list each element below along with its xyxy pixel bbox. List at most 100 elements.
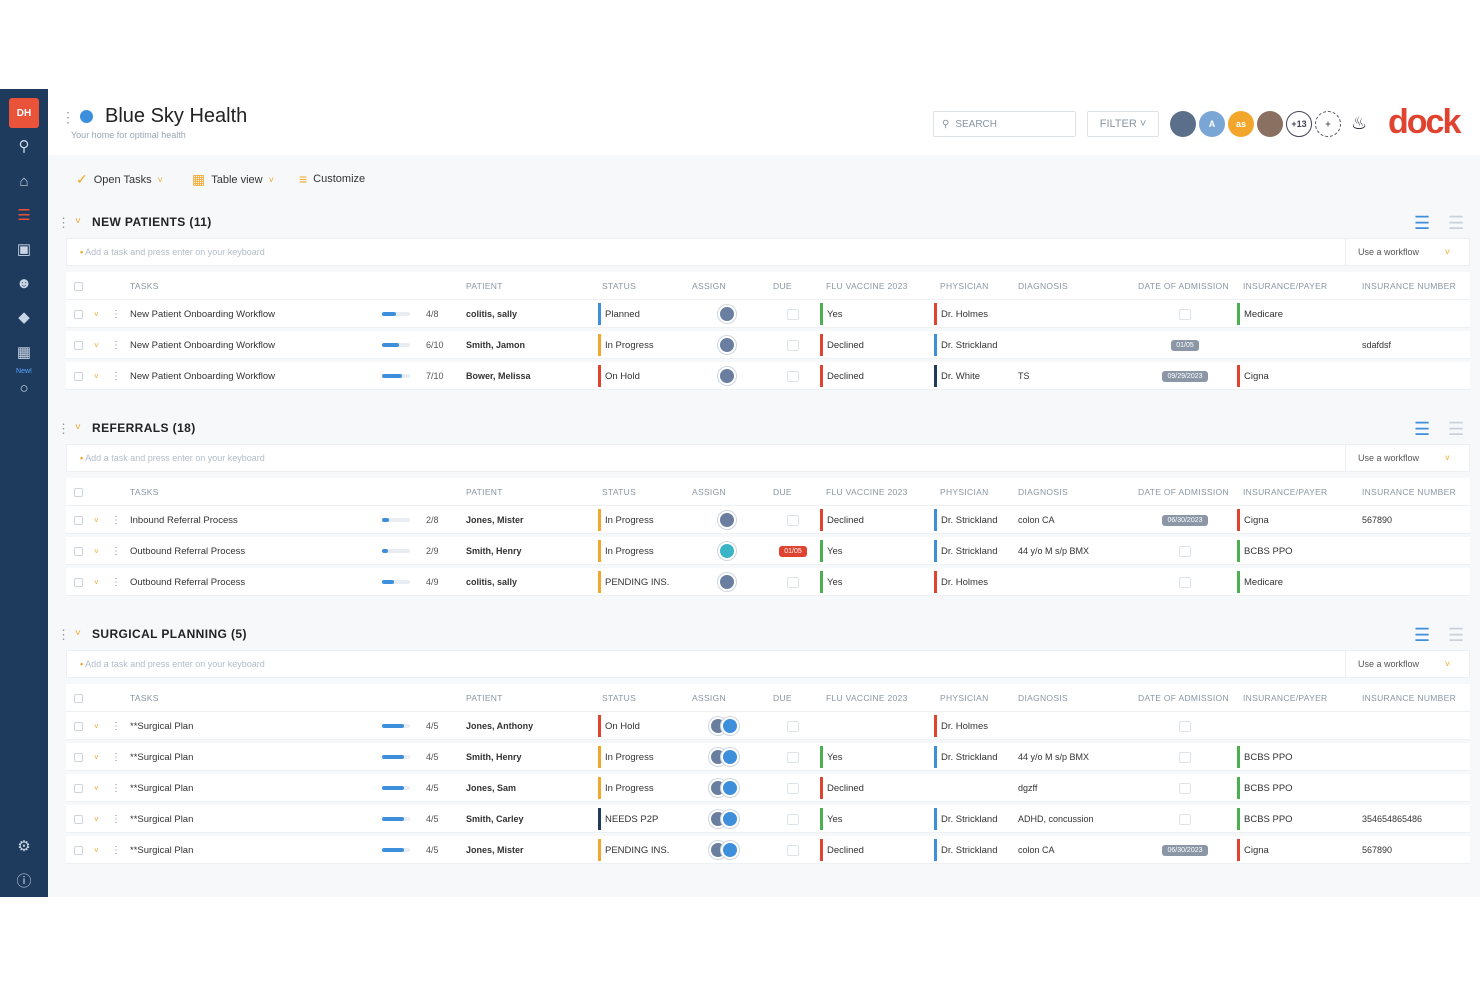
- diagnosis-value[interactable]: ADHD, concussion: [1018, 814, 1094, 824]
- table-row[interactable]: ˅ ⋮ **Surgical Plan 4/5 Jones, Mister PE…: [66, 836, 1470, 864]
- assignee-avatar[interactable]: [721, 779, 739, 797]
- list-icon[interactable]: ☰: [17, 207, 31, 224]
- table-row[interactable]: ˅ ⋮ New Patient Onboarding Workflow 7/10…: [66, 362, 1470, 390]
- calendar-icon[interactable]: [787, 751, 799, 763]
- row-checkbox[interactable]: [74, 300, 84, 328]
- diagnosis-value[interactable]: colon CA: [1018, 515, 1055, 525]
- insurance-value[interactable]: Medicare: [1237, 303, 1283, 325]
- status-badge[interactable]: PENDING INS.: [598, 839, 669, 861]
- column-header[interactable]: PATIENT: [466, 487, 503, 497]
- kebab-icon[interactable]: ⋮: [61, 109, 75, 125]
- workflow-dropdown[interactable]: ˅ Use a workflow: [1345, 239, 1470, 265]
- calendar-icon[interactable]: [787, 813, 799, 825]
- chat-icon[interactable]: ○: [19, 379, 29, 397]
- column-header[interactable]: FLU VACCINE 2023: [826, 487, 908, 497]
- assignee-avatar[interactable]: [718, 305, 736, 323]
- patient-name[interactable]: Jones, Mister: [466, 845, 524, 855]
- select-all-checkbox[interactable]: [74, 684, 84, 712]
- row-menu-icon[interactable]: ⋮: [111, 514, 121, 526]
- status-badge[interactable]: In Progress: [598, 509, 654, 531]
- status-badge[interactable]: NEEDS P2P: [598, 808, 658, 830]
- diagnosis-value[interactable]: [1018, 331, 1133, 359]
- task-name[interactable]: Outbound Referral Process: [130, 545, 246, 557]
- task-name[interactable]: **Surgical Plan: [130, 720, 194, 732]
- avatar[interactable]: as: [1228, 111, 1254, 137]
- workflow-dropdown[interactable]: ˅ Use a workflow: [1345, 445, 1470, 471]
- physician-value[interactable]: Dr. Strickland: [934, 839, 998, 861]
- workspace-badge[interactable]: DH: [9, 98, 39, 128]
- add-member-icon[interactable]: +: [1315, 111, 1341, 137]
- admission-date-badge[interactable]: 06/30/2023: [1162, 514, 1208, 526]
- calendar-icon[interactable]: [1179, 545, 1191, 557]
- assignee-avatar[interactable]: [718, 336, 736, 354]
- column-header[interactable]: INSURANCE NUMBER: [1362, 281, 1457, 291]
- table-row[interactable]: ˅ ⋮ **Surgical Plan 4/5 Smith, Carley NE…: [66, 805, 1470, 833]
- calendar-icon[interactable]: [1179, 308, 1191, 320]
- physician-value[interactable]: Dr. Holmes: [934, 303, 988, 325]
- insurance-value[interactable]: BCBS PPO: [1237, 746, 1293, 768]
- table-view-dropdown[interactable]: ▦ Table view ˅: [192, 171, 274, 188]
- physician-value[interactable]: Dr. Strickland: [934, 746, 998, 768]
- column-header[interactable]: PHYSICIAN: [940, 281, 989, 291]
- compact-view-icon[interactable]: ☰: [1448, 625, 1465, 645]
- insurance-value[interactable]: Cigna: [1237, 509, 1269, 531]
- column-header[interactable]: STATUS: [602, 693, 637, 703]
- calendar-icon[interactable]: [787, 370, 799, 382]
- row-menu-icon[interactable]: ⋮: [111, 782, 121, 794]
- task-name[interactable]: New Patient Onboarding Workflow: [130, 308, 276, 320]
- calendar-icon[interactable]: [787, 844, 799, 856]
- column-header[interactable]: DUE: [773, 693, 792, 703]
- patient-name[interactable]: Jones, Mister: [466, 515, 524, 525]
- patient-name[interactable]: Smith, Henry: [466, 752, 522, 762]
- insurance-value[interactable]: BCBS PPO: [1237, 540, 1293, 562]
- task-name[interactable]: Outbound Referral Process: [130, 576, 246, 588]
- expand-chevron-icon[interactable]: ˅: [94, 845, 99, 855]
- expand-chevron-icon[interactable]: ˅: [94, 577, 99, 587]
- calendar-icon[interactable]: [1179, 813, 1191, 825]
- task-name[interactable]: **Surgical Plan: [130, 813, 194, 825]
- calendar-icon[interactable]: [787, 576, 799, 588]
- calendar-icon[interactable]: [787, 782, 799, 794]
- flu-vaccine-value[interactable]: Yes: [820, 303, 843, 325]
- column-header[interactable]: ASSIGN: [692, 693, 726, 703]
- task-name[interactable]: New Patient Onboarding Workflow: [130, 370, 276, 382]
- expand-chevron-icon[interactable]: ˅: [94, 752, 99, 762]
- settings-icon[interactable]: ⚙: [17, 838, 31, 855]
- avatar[interactable]: [1170, 111, 1196, 137]
- flu-vaccine-value[interactable]: Declined: [820, 509, 864, 531]
- collapse-chevron-icon[interactable]: ˅: [75, 216, 81, 227]
- insurance-value[interactable]: Cigna: [1237, 365, 1269, 387]
- task-name[interactable]: Inbound Referral Process: [130, 514, 238, 526]
- table-row[interactable]: ˅ ⋮ **Surgical Plan 4/5 Jones, Anthony O…: [66, 712, 1470, 740]
- insurance-number[interactable]: 567890: [1362, 845, 1393, 855]
- row-menu-icon[interactable]: ⋮: [111, 545, 121, 557]
- diagnosis-value[interactable]: colon CA: [1018, 845, 1055, 855]
- row-checkbox[interactable]: [74, 537, 84, 565]
- column-header[interactable]: DIAGNOSIS: [1018, 487, 1068, 497]
- column-header[interactable]: STATUS: [602, 281, 637, 291]
- add-task-input[interactable]: • Add a task and press enter on your key…: [66, 650, 1470, 678]
- assignee-avatar[interactable]: [721, 810, 739, 828]
- column-header[interactable]: INSURANCE/PAYER: [1243, 487, 1328, 497]
- flu-vaccine-value[interactable]: Yes: [820, 746, 843, 768]
- expand-chevron-icon[interactable]: ˅: [94, 814, 99, 824]
- task-name[interactable]: **Surgical Plan: [130, 844, 194, 856]
- gear-shape-icon[interactable]: ◆: [18, 309, 30, 326]
- calendar-icon[interactable]: [787, 720, 799, 732]
- add-task-input[interactable]: • Add a task and press enter on your key…: [66, 444, 1470, 472]
- table-row[interactable]: ˅ ⋮ **Surgical Plan 4/5 Smith, Henry In …: [66, 743, 1470, 771]
- insurance-value[interactable]: BCBS PPO: [1237, 808, 1293, 830]
- avatar[interactable]: A: [1199, 111, 1225, 137]
- assignee-avatar[interactable]: [718, 511, 736, 529]
- row-checkbox[interactable]: [74, 712, 84, 740]
- physician-value[interactable]: Dr. Strickland: [934, 808, 998, 830]
- drag-handle-icon[interactable]: ⋮: [57, 215, 70, 230]
- row-checkbox[interactable]: [74, 805, 84, 833]
- row-checkbox[interactable]: [74, 506, 84, 534]
- row-menu-icon[interactable]: ⋮: [111, 751, 121, 763]
- table-row[interactable]: ˅ ⋮ New Patient Onboarding Workflow 6/10…: [66, 331, 1470, 359]
- flu-vaccine-value[interactable]: Declined: [820, 777, 864, 799]
- expand-chevron-icon[interactable]: ˅: [94, 546, 99, 556]
- list-view-icon[interactable]: ☰: [1414, 419, 1431, 439]
- column-header[interactable]: DIAGNOSIS: [1018, 281, 1068, 291]
